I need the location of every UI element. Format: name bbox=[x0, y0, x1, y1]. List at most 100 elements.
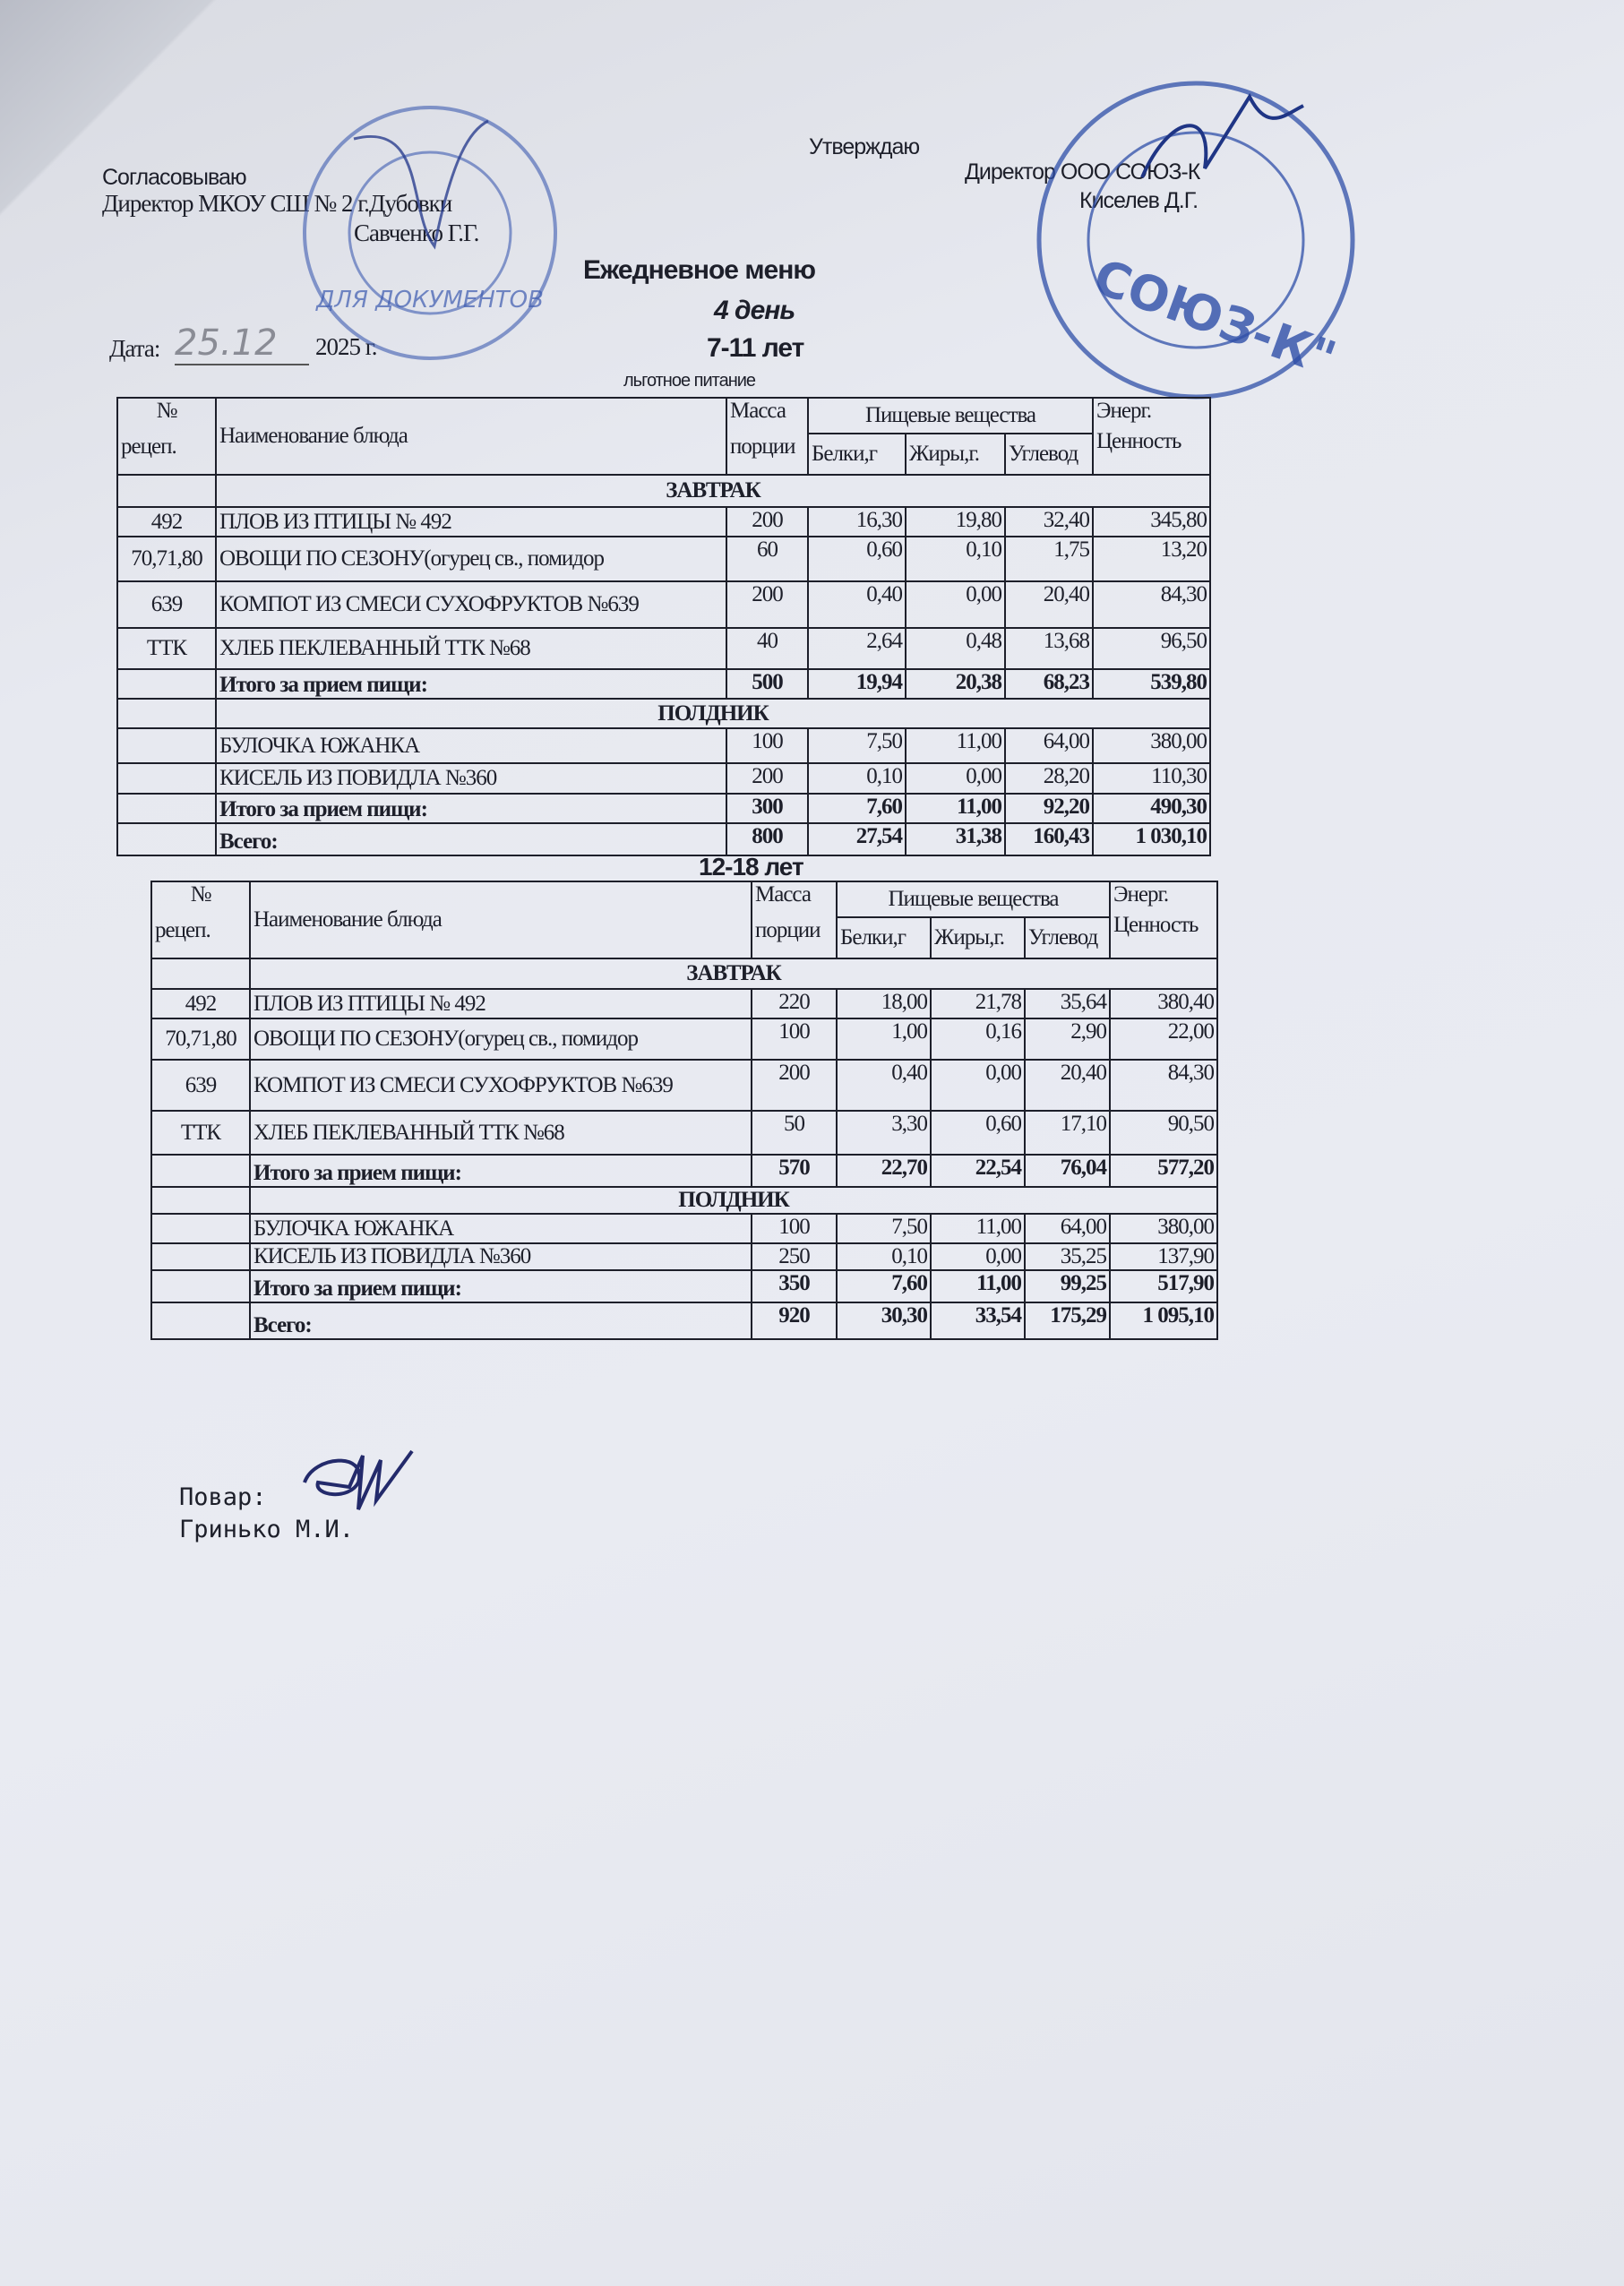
recipe-number bbox=[150, 1154, 251, 1188]
total-row: Итого за прием пищи: 300 7,60 11,00 92,20 490… bbox=[116, 793, 1211, 824]
fat-value: 0,00 bbox=[930, 1059, 1026, 1112]
fat-value: 0,60 bbox=[930, 1110, 1026, 1156]
recipe-number bbox=[116, 793, 217, 824]
menu-table-12-18: № рецеп. Наименование блюда Масса порции Пище… bbox=[150, 881, 1218, 1340]
energy-value: 490,30 bbox=[1092, 793, 1211, 824]
protein-value: 7,50 bbox=[807, 727, 907, 764]
total-row: Всего: 800 27,54 31,38 160,43 1 030,10 bbox=[116, 822, 1211, 856]
col-recipe-top: № bbox=[156, 399, 178, 423]
col-recipe-header: № рецеп. bbox=[150, 881, 251, 959]
fat-value: 0,00 bbox=[930, 1242, 1026, 1271]
fat-value: 11,00 bbox=[930, 1213, 1026, 1244]
energy-value: 96,50 bbox=[1092, 627, 1211, 670]
age-group-2: 12-18 лет bbox=[699, 853, 804, 881]
energy-value: 84,30 bbox=[1092, 580, 1211, 629]
energy-value: 110,30 bbox=[1092, 762, 1211, 795]
dish-row: ТТК ХЛЕБ ПЕКЛЕВАННЫЙ ТТК №68 50 3,30 0,60 17,… bbox=[150, 1110, 1218, 1156]
col-energy-header: Энерг. Ценность bbox=[1109, 881, 1218, 959]
col-mass-header: Масса порции bbox=[751, 881, 838, 959]
dish-row: ТТК ХЛЕБ ПЕКЛЕВАННЫЙ ТТК №68 40 2,64 0,48 13,… bbox=[116, 627, 1211, 670]
energy-value: 13,20 bbox=[1092, 536, 1211, 582]
fat-value: 11,00 bbox=[930, 1269, 1026, 1303]
dish-name: Всего: bbox=[215, 822, 727, 856]
recipe-number: 492 bbox=[150, 988, 251, 1019]
carbs-value: 13,68 bbox=[1004, 627, 1094, 670]
col-energy-header: Энерг. Ценность bbox=[1092, 397, 1211, 476]
dish-name: КОМПОТ ИЗ СМЕСИ СУХОФРУКТОВ №639 bbox=[215, 580, 727, 629]
date-label: Дата: bbox=[109, 335, 160, 362]
dish-name: БУЛОЧКА ЮЖАНКА bbox=[249, 1213, 752, 1244]
dish-name: ХЛЕБ ПЕКЛЕВАННЫЙ ТТК №68 bbox=[215, 627, 727, 670]
energy-value: 1 095,10 bbox=[1109, 1302, 1218, 1340]
fat-value: 11,00 bbox=[905, 727, 1006, 764]
recipe-number: ТТК bbox=[116, 627, 217, 670]
dish-name: Всего: bbox=[249, 1302, 752, 1340]
recipe-number bbox=[116, 727, 217, 764]
carbs-value: 175,29 bbox=[1024, 1302, 1111, 1340]
recipe-number: 492 bbox=[116, 506, 217, 537]
col-recipe-header: № рецеп. bbox=[116, 397, 217, 476]
protein-value: 0,60 bbox=[807, 536, 907, 582]
col-protein-header: Белки,г bbox=[807, 433, 907, 476]
fat-value: 31,38 bbox=[905, 822, 1006, 856]
school-stamp: ДЛЯ ДОКУМЕНТОВ bbox=[303, 106, 557, 360]
carbs-value: 64,00 bbox=[1024, 1213, 1111, 1244]
recipe-number: 639 bbox=[116, 580, 217, 629]
col-recipe-bottom: рецеп. bbox=[121, 434, 177, 459]
col-mass-bottom: порции bbox=[755, 918, 821, 942]
date-year: 2025 г. bbox=[315, 333, 378, 360]
protein-value: 27,54 bbox=[807, 822, 907, 856]
recipe-number: 70,71,80 bbox=[150, 1018, 251, 1061]
date-value: 25.12 bbox=[175, 322, 309, 365]
portion-mass: 570 bbox=[751, 1154, 838, 1188]
protein-value: 0,10 bbox=[807, 762, 907, 795]
energy-value: 22,00 bbox=[1109, 1018, 1218, 1061]
portion-mass: 100 bbox=[751, 1213, 838, 1244]
energy-value: 380,00 bbox=[1109, 1213, 1218, 1244]
fat-value: 22,54 bbox=[930, 1154, 1026, 1188]
approve-right-position: Директор ООО СОЮЗ-К bbox=[965, 159, 1200, 185]
total-row: Итого за прием пищи: 570 22,70 22,54 76,04 57… bbox=[150, 1154, 1218, 1188]
energy-value: 577,20 bbox=[1109, 1154, 1218, 1188]
dish-name: БУЛОЧКА ЮЖАНКА bbox=[215, 727, 727, 764]
dish-row: 639 КОМПОТ ИЗ СМЕСИ СУХОФРУКТОВ №639 200 0,… bbox=[116, 580, 1211, 629]
approve-right-label: Утверждаю bbox=[809, 134, 920, 159]
company-stamp: СОЮЗ-К" bbox=[1036, 81, 1355, 400]
subtitle: льготное питание bbox=[623, 371, 756, 391]
portion-mass: 800 bbox=[726, 822, 809, 856]
director-signature-right bbox=[1140, 92, 1304, 178]
dish-name: ОВОЩИ ПО СЕЗОНУ(огурец св., помидор bbox=[249, 1018, 752, 1061]
recipe-number bbox=[150, 1242, 251, 1271]
cook-name: Гринько М.И. bbox=[179, 1516, 355, 1543]
total-row: Всего: 920 30,30 33,54 175,29 1 095,10 bbox=[150, 1302, 1218, 1340]
dish-name: Итого за прием пищи: bbox=[249, 1269, 752, 1303]
protein-value: 1,00 bbox=[836, 1018, 932, 1061]
dish-row: КИСЕЛЬ ИЗ ПОВИДЛА №360 250 0,10 0,00 35,25 13… bbox=[150, 1242, 1218, 1271]
portion-mass: 200 bbox=[726, 506, 809, 537]
approve-left-label: Согласовываю bbox=[102, 165, 247, 190]
col-carbs-header: Углевод bbox=[1024, 916, 1111, 959]
menu-table-7-11: № рецеп. Наименование блюда Масса порции Пище… bbox=[116, 397, 1211, 856]
portion-mass: 350 bbox=[751, 1269, 838, 1303]
recipe-number bbox=[150, 1269, 251, 1303]
fat-value: 0,10 bbox=[905, 536, 1006, 582]
dish-row: 492 ПЛОВ ИЗ ПТИЦЫ № 492 220 18,00 21,78 35,64… bbox=[150, 988, 1218, 1019]
section-recipe-cell bbox=[116, 474, 217, 508]
total-row: Итого за прием пищи: 500 19,94 20,38 68,23 53… bbox=[116, 668, 1211, 700]
dish-name: Итого за прием пищи: bbox=[249, 1154, 752, 1188]
fat-value: 11,00 bbox=[905, 793, 1006, 824]
dish-name: КИСЕЛЬ ИЗ ПОВИДЛА №360 bbox=[249, 1242, 752, 1271]
dish-name: КОМПОТ ИЗ СМЕСИ СУХОФРУКТОВ №639 bbox=[249, 1059, 752, 1112]
day-label: 4 день bbox=[714, 296, 795, 325]
dish-name: ОВОЩИ ПО СЕЗОНУ(огурец св., помидор bbox=[215, 536, 727, 582]
dish-row: 70,71,80 ОВОЩИ ПО СЕЗОНУ(огурец св., поми… bbox=[116, 536, 1211, 582]
recipe-number: 70,71,80 bbox=[116, 536, 217, 582]
carbs-value: 64,00 bbox=[1004, 727, 1094, 764]
total-row: Итого за прием пищи: 350 7,60 11,00 99,25 517… bbox=[150, 1269, 1218, 1303]
carbs-value: 1,75 bbox=[1004, 536, 1094, 582]
col-name-header: Наименование блюда bbox=[215, 397, 727, 476]
age-group-1: 7-11 лет bbox=[707, 333, 804, 363]
dish-name: ПЛОВ ИЗ ПТИЦЫ № 492 bbox=[215, 506, 727, 537]
energy-value: 84,30 bbox=[1109, 1059, 1218, 1112]
section-recipe-cell bbox=[150, 958, 251, 990]
